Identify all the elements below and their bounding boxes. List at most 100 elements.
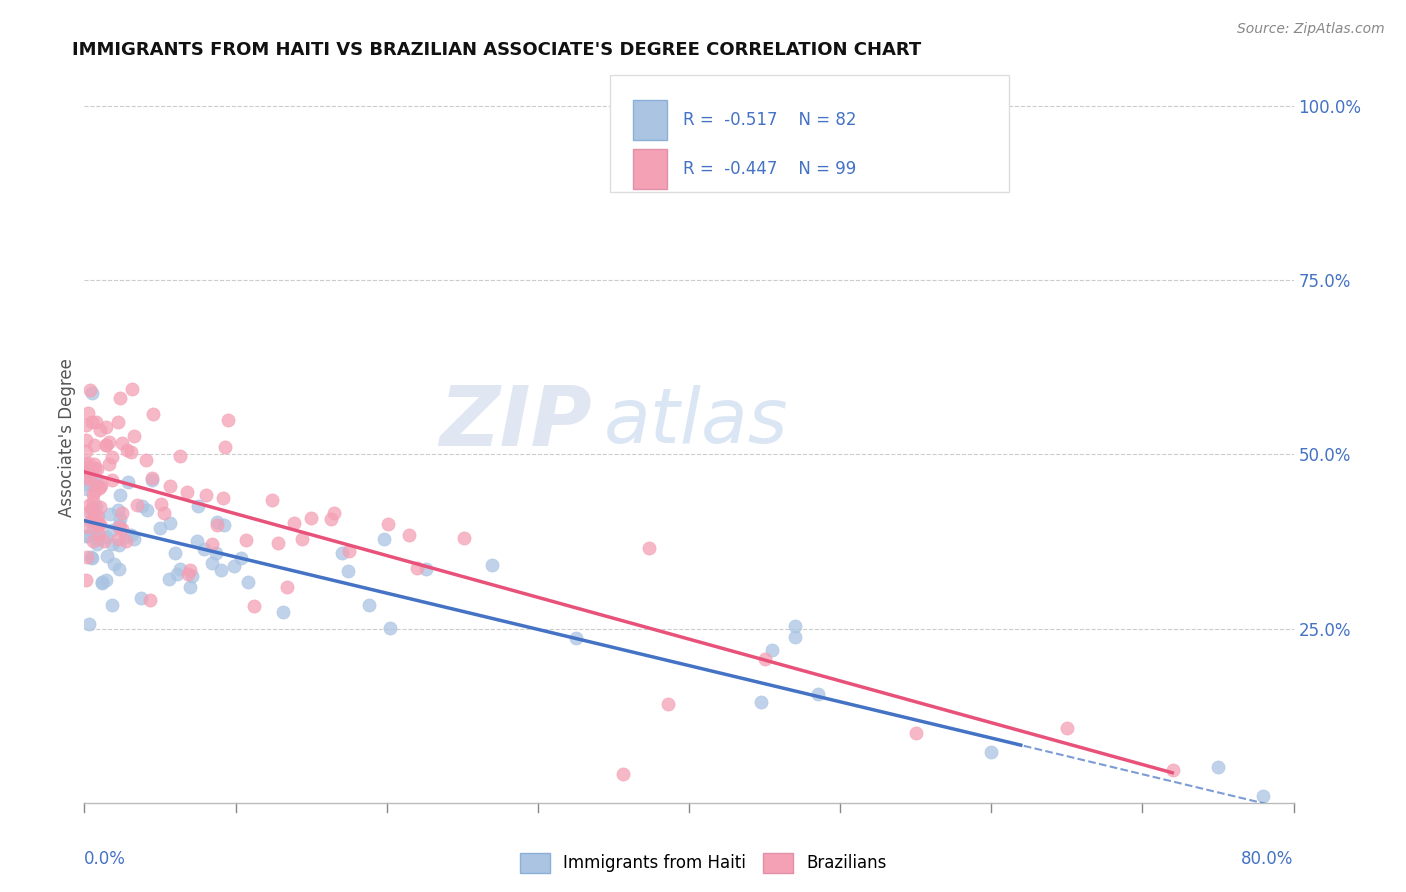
Point bbox=[111, 507, 134, 521]
Point bbox=[212, 517, 235, 532]
Point bbox=[87, 526, 110, 541]
Point bbox=[77, 406, 100, 420]
Point bbox=[82, 415, 104, 429]
Point bbox=[1056, 721, 1078, 735]
Point bbox=[1206, 760, 1229, 774]
Legend: Immigrants from Haiti, Brazilians: Immigrants from Haiti, Brazilians bbox=[513, 847, 893, 880]
Point bbox=[111, 436, 134, 450]
Point bbox=[86, 476, 108, 491]
Point bbox=[271, 605, 294, 619]
Point bbox=[75, 443, 97, 458]
Point bbox=[91, 575, 114, 590]
Point bbox=[761, 643, 783, 657]
Point bbox=[77, 471, 100, 485]
FancyBboxPatch shape bbox=[610, 75, 1010, 192]
Point bbox=[166, 566, 188, 581]
FancyBboxPatch shape bbox=[633, 149, 668, 189]
Point bbox=[84, 415, 107, 429]
Point bbox=[291, 532, 314, 546]
Point bbox=[84, 499, 107, 513]
Point bbox=[82, 503, 104, 517]
Point bbox=[212, 491, 235, 505]
Point bbox=[299, 510, 322, 524]
Point bbox=[80, 549, 103, 564]
Point bbox=[159, 479, 181, 493]
Point bbox=[75, 469, 97, 483]
Point bbox=[205, 517, 228, 532]
Point bbox=[83, 478, 105, 492]
Point bbox=[321, 512, 343, 526]
Point bbox=[373, 533, 395, 547]
Point bbox=[330, 546, 353, 560]
Point bbox=[87, 508, 110, 523]
Point bbox=[807, 687, 830, 701]
Point bbox=[87, 533, 110, 547]
Point bbox=[75, 418, 97, 433]
Point bbox=[80, 470, 103, 484]
Point bbox=[141, 473, 163, 487]
Point bbox=[214, 440, 236, 454]
Point bbox=[165, 547, 187, 561]
Point bbox=[159, 572, 181, 586]
Point bbox=[785, 630, 807, 644]
Text: atlas: atlas bbox=[605, 385, 789, 459]
Point bbox=[153, 506, 176, 520]
Point bbox=[100, 536, 122, 550]
Point bbox=[107, 520, 129, 534]
Point bbox=[179, 563, 201, 577]
Point bbox=[205, 515, 228, 529]
Point bbox=[262, 493, 284, 508]
Point bbox=[89, 482, 111, 496]
Point bbox=[217, 413, 239, 427]
Text: 0.0%: 0.0% bbox=[84, 850, 127, 868]
Point bbox=[1253, 789, 1275, 803]
Point bbox=[754, 652, 776, 666]
Point bbox=[108, 512, 131, 526]
Point bbox=[120, 445, 142, 459]
Point bbox=[135, 453, 157, 467]
Point bbox=[83, 458, 105, 472]
Point bbox=[406, 560, 429, 574]
Point bbox=[186, 533, 208, 548]
Text: ZIP: ZIP bbox=[440, 382, 592, 463]
Text: R =  -0.447    N = 99: R = -0.447 N = 99 bbox=[683, 160, 856, 178]
Point bbox=[77, 520, 100, 534]
Point bbox=[94, 420, 117, 434]
Point bbox=[101, 598, 124, 612]
Point bbox=[235, 533, 257, 547]
Point bbox=[193, 542, 215, 557]
Point bbox=[77, 457, 100, 471]
Point bbox=[749, 695, 772, 709]
Point bbox=[276, 580, 298, 594]
Point bbox=[115, 534, 138, 549]
Point bbox=[357, 599, 380, 613]
Point bbox=[96, 530, 118, 544]
Point bbox=[337, 544, 360, 558]
Text: 80.0%: 80.0% bbox=[1241, 850, 1294, 868]
Point bbox=[94, 573, 117, 587]
Point bbox=[82, 494, 104, 508]
Point bbox=[481, 558, 503, 572]
Point bbox=[79, 499, 101, 513]
Point bbox=[86, 462, 108, 476]
Point bbox=[82, 534, 104, 549]
Point bbox=[141, 471, 163, 485]
Point bbox=[117, 475, 139, 490]
Point bbox=[80, 503, 103, 517]
Point bbox=[657, 697, 679, 711]
Point bbox=[80, 386, 103, 401]
Point bbox=[135, 503, 157, 517]
Point bbox=[149, 497, 172, 511]
Point bbox=[377, 517, 399, 532]
Point bbox=[76, 482, 98, 496]
Point bbox=[75, 529, 97, 543]
Point bbox=[89, 423, 111, 437]
Point bbox=[242, 599, 264, 613]
Point bbox=[222, 559, 245, 574]
Point bbox=[378, 621, 401, 635]
Point bbox=[115, 442, 138, 457]
Point bbox=[101, 473, 124, 487]
Point bbox=[131, 499, 153, 513]
Point bbox=[77, 505, 100, 519]
Point bbox=[90, 575, 112, 590]
